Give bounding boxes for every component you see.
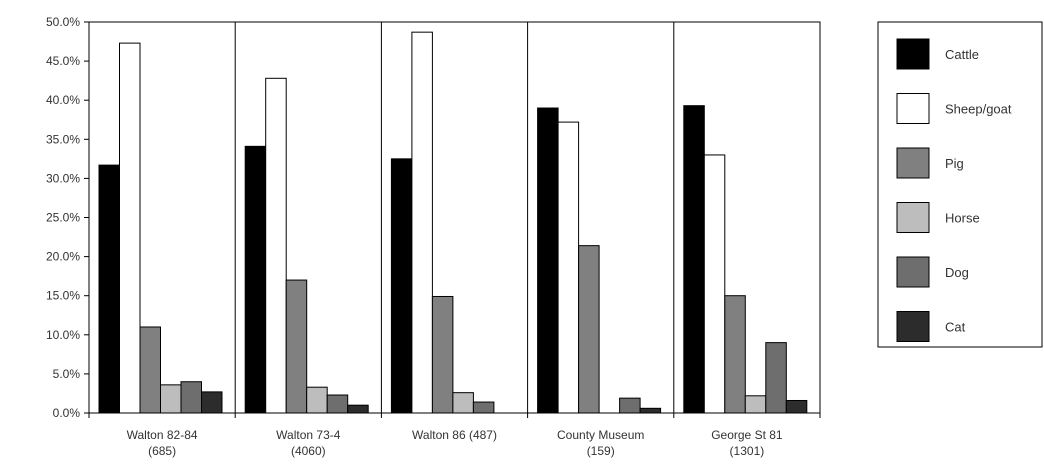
y-tick-label: 20.0% xyxy=(46,250,80,264)
y-tick-label: 40.0% xyxy=(46,93,80,107)
legend: Cattle Sheep/goat Pig Horse Dog Cat xyxy=(877,21,1043,348)
legend-label: Dog xyxy=(945,265,969,280)
bar-cattle xyxy=(390,158,413,414)
legend-swatch xyxy=(896,38,930,70)
y-tick-label: 35.0% xyxy=(46,132,80,146)
legend-swatch xyxy=(896,256,930,288)
category-label-line2: (685) xyxy=(148,444,176,458)
bar-horse xyxy=(452,392,474,414)
bar-horse xyxy=(160,384,182,414)
legend-swatch xyxy=(896,93,930,124)
y-tick-label: 10.0% xyxy=(46,328,80,342)
category-label: Walton 73-4 xyxy=(276,428,341,442)
bar-cattle xyxy=(98,164,120,414)
legend-label: Cattle xyxy=(945,47,979,62)
bar-sheep-goat xyxy=(557,121,580,414)
bar-sheep-goat xyxy=(703,154,726,414)
category-label-line2: (4060) xyxy=(291,444,326,458)
legend-box xyxy=(877,21,1043,348)
bar-cat xyxy=(347,404,369,414)
bar-cattle xyxy=(244,145,267,414)
bar-dog xyxy=(326,394,349,414)
bar-cat xyxy=(785,399,808,414)
category-label-line2: (1301) xyxy=(730,444,765,458)
legend-swatch xyxy=(896,147,930,179)
bar-dog xyxy=(180,381,202,414)
y-tick-label: 30.0% xyxy=(46,171,80,185)
y-tick-label: 15.0% xyxy=(46,289,80,303)
y-tick-label: 5.0% xyxy=(53,367,81,381)
bar-pig xyxy=(139,326,161,414)
bar-cattle xyxy=(683,105,705,414)
bar-cattle xyxy=(537,107,559,414)
bar-pig xyxy=(285,279,308,414)
y-tick-label: 25.0% xyxy=(46,211,80,225)
legend-swatch xyxy=(896,202,930,233)
bar-pig xyxy=(431,295,454,414)
category-label: Walton 86 (487) xyxy=(412,428,497,442)
bar-sheep-goat xyxy=(411,31,433,414)
bar-dog xyxy=(765,342,787,414)
y-tick-label: 0.0% xyxy=(53,406,81,420)
y-axis: 0.0% 5.0% 10.0% 15.0% 20.0% 25.0% 30.0% 35.0% 40… xyxy=(46,15,89,420)
bar-horse xyxy=(744,395,767,414)
bar-cat xyxy=(639,407,662,414)
legend-label: Cat xyxy=(945,320,966,335)
category-label: County Museum xyxy=(557,428,644,442)
legend-label: Horse xyxy=(945,211,980,226)
bar-dog xyxy=(472,401,495,414)
legend-swatch xyxy=(896,311,930,342)
bar-cat xyxy=(201,391,223,414)
category-label: Walton 82-84 xyxy=(127,428,198,442)
bar-horse xyxy=(306,386,328,414)
bar-sheep-goat xyxy=(119,42,141,414)
bar-pig xyxy=(578,245,600,414)
bar-dog xyxy=(619,397,641,414)
legend-label: Sheep/goat xyxy=(945,102,1012,117)
bar-pig xyxy=(724,295,746,414)
y-tick-label: 50.0% xyxy=(46,15,80,29)
y-tick-label: 45.0% xyxy=(46,54,80,68)
category-label-line2: (159) xyxy=(587,444,615,458)
category-label: George St 81 xyxy=(711,428,783,442)
bars xyxy=(98,31,808,414)
legend-label: Pig xyxy=(945,156,964,171)
bar-sheep-goat xyxy=(265,77,287,414)
x-axis: Walton 82-84 (685) Walton 73-4 (4060) Walton… xyxy=(88,413,821,458)
